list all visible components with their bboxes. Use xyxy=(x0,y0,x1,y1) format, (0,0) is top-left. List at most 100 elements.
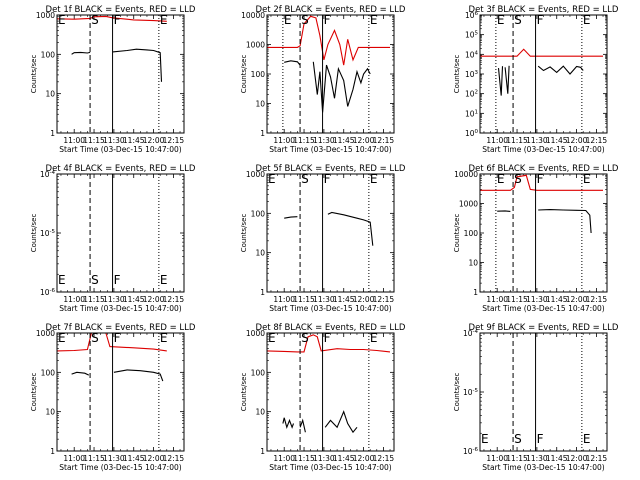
x-tick-label: 11:45 xyxy=(546,295,568,304)
marker-label-e: E xyxy=(268,172,276,186)
x-tick-label: 11:15 xyxy=(293,136,315,145)
marker-label-e: E xyxy=(583,432,591,446)
x-axis-label: Start Time (03-Dec-15 10:47:00) xyxy=(482,304,604,313)
x-tick-label: 12:00 xyxy=(143,295,165,304)
panel-title: Det 3f BLACK = Events, RED = LLD xyxy=(469,5,619,15)
y-axis-label: Counts/sec xyxy=(240,373,248,412)
y-tick-label: 103 xyxy=(465,70,479,79)
plot-frame xyxy=(479,14,608,134)
marker-label-s: S xyxy=(514,172,522,186)
y-axis-label: Counts/sec xyxy=(453,55,461,94)
x-tick-label: 11:00 xyxy=(273,295,295,304)
x-tick-label: 12:15 xyxy=(163,136,185,145)
y-tick-label: 10-5 xyxy=(40,229,56,238)
x-tick-label: 11:00 xyxy=(63,136,85,145)
x-tick-label: 11:30 xyxy=(103,454,125,463)
events-series-line xyxy=(71,371,90,376)
y-tick-label: 1000 xyxy=(246,329,265,338)
x-tick-label: 12:15 xyxy=(586,295,608,304)
marker-label-e: E xyxy=(370,13,378,27)
x-tick-label: 12:15 xyxy=(163,295,185,304)
marker-label-s: S xyxy=(301,172,309,186)
x-tick-label: 11:00 xyxy=(63,295,85,304)
marker-label-f: F xyxy=(324,172,331,186)
x-axis-label: Start Time (03-Dec-15 10:47:00) xyxy=(269,145,391,154)
x-tick-label: 11:00 xyxy=(486,295,508,304)
y-tick-label: 102 xyxy=(465,90,478,99)
panel-title: Det 9f BLACK = Events, RED = LLD xyxy=(469,323,619,333)
y-tick-label: 10-6 xyxy=(40,288,56,297)
y-tick-label: 1000 xyxy=(459,200,478,209)
x-tick-label: 11:45 xyxy=(123,454,145,463)
marker-label-s: S xyxy=(91,331,99,345)
x-tick-label: 11:30 xyxy=(526,454,548,463)
x-tick-label: 11:00 xyxy=(486,454,508,463)
events-series-line xyxy=(71,51,91,55)
x-tick-label: 12:00 xyxy=(566,295,588,304)
panel-title: Det 2f BLACK = Events, RED = LLD xyxy=(256,5,406,15)
events-series-line xyxy=(497,66,504,96)
x-tick-label: 12:00 xyxy=(353,136,375,145)
x-tick-label: 12:15 xyxy=(586,136,608,145)
x-tick-label: 11:15 xyxy=(293,454,315,463)
lld-series-line xyxy=(56,15,167,22)
y-tick-label: 10 xyxy=(45,408,55,417)
events-series-line xyxy=(284,60,301,66)
x-tick-label: 11:45 xyxy=(123,295,145,304)
x-tick-label: 11:00 xyxy=(273,454,295,463)
x-tick-label: 11:30 xyxy=(313,454,335,463)
marker-label-e: E xyxy=(284,13,292,27)
lld-series-line xyxy=(267,15,390,66)
y-tick-label: 100 xyxy=(251,368,266,377)
y-axis-label: Counts/sec xyxy=(30,373,38,412)
plot-frame xyxy=(266,14,395,134)
y-tick-label: 10000 xyxy=(454,170,478,179)
panel-title: Det 1f BLACK = Events, RED = LLD xyxy=(46,5,196,15)
marker-label-e: E xyxy=(160,331,168,345)
events-series-line xyxy=(282,417,295,430)
marker-label-f: F xyxy=(537,172,544,186)
x-tick-label: 12:00 xyxy=(353,295,375,304)
y-tick-label: 100 xyxy=(41,368,56,377)
y-tick-label: 1 xyxy=(473,288,478,297)
x-tick-label: 12:15 xyxy=(373,295,395,304)
x-tick-label: 11:45 xyxy=(123,136,145,145)
x-tick-label: 11:15 xyxy=(83,136,105,145)
panel-title: Det 7f BLACK = Events, RED = LLD xyxy=(46,323,196,333)
panel-det-1: Det 1f BLACK = Events, RED = LLD 1 10 100 10… xyxy=(30,5,196,154)
y-tick-label: 104 xyxy=(465,50,479,59)
x-tick-label: 11:45 xyxy=(546,454,568,463)
x-tick-label: 12:00 xyxy=(353,454,375,463)
panel-det-6: Det 6f BLACK = Events, RED = LLD 1 10 100 10… xyxy=(453,164,619,313)
events-series-line xyxy=(312,61,371,113)
y-tick-label: 10-4 xyxy=(463,329,479,338)
x-tick-label: 11:15 xyxy=(506,454,528,463)
marker-label-s: S xyxy=(91,273,99,287)
marker-label-e: E xyxy=(583,13,591,27)
panel-det-5: Det 5f BLACK = Events, RED = LLD 1 10 100 10… xyxy=(240,164,406,313)
x-tick-label: 12:15 xyxy=(373,454,395,463)
marker-label-s: S xyxy=(514,13,522,27)
marker-label-e: E xyxy=(58,331,66,345)
panel-det-9: Det 9f BLACK = Events, RED = LLD 10-6 10-5… xyxy=(453,323,619,472)
marker-label-f: F xyxy=(114,13,121,27)
marker-label-e: E xyxy=(583,172,591,186)
x-tick-label: 11:45 xyxy=(333,136,355,145)
y-tick-label: 10-5 xyxy=(463,388,479,397)
x-tick-label: 11:15 xyxy=(506,295,528,304)
x-axis-label: Start Time (03-Dec-15 10:47:00) xyxy=(482,145,604,154)
panel-title: Det 4f BLACK = Events, RED = LLD xyxy=(46,164,196,174)
events-series-line xyxy=(324,410,358,434)
plot-frame xyxy=(56,332,185,452)
plot-frame xyxy=(479,332,608,452)
marker-label-s: S xyxy=(301,13,309,27)
y-tick-label: 100 xyxy=(464,229,479,238)
y-axis-label: Counts/sec xyxy=(453,373,461,412)
x-tick-label: 11:30 xyxy=(103,295,125,304)
marker-label-s: S xyxy=(91,13,99,27)
marker-label-e: E xyxy=(58,273,66,287)
x-tick-label: 12:00 xyxy=(566,136,588,145)
y-tick-label: 1000 xyxy=(36,329,55,338)
x-axis-label: Start Time (03-Dec-15 10:47:00) xyxy=(59,463,181,472)
